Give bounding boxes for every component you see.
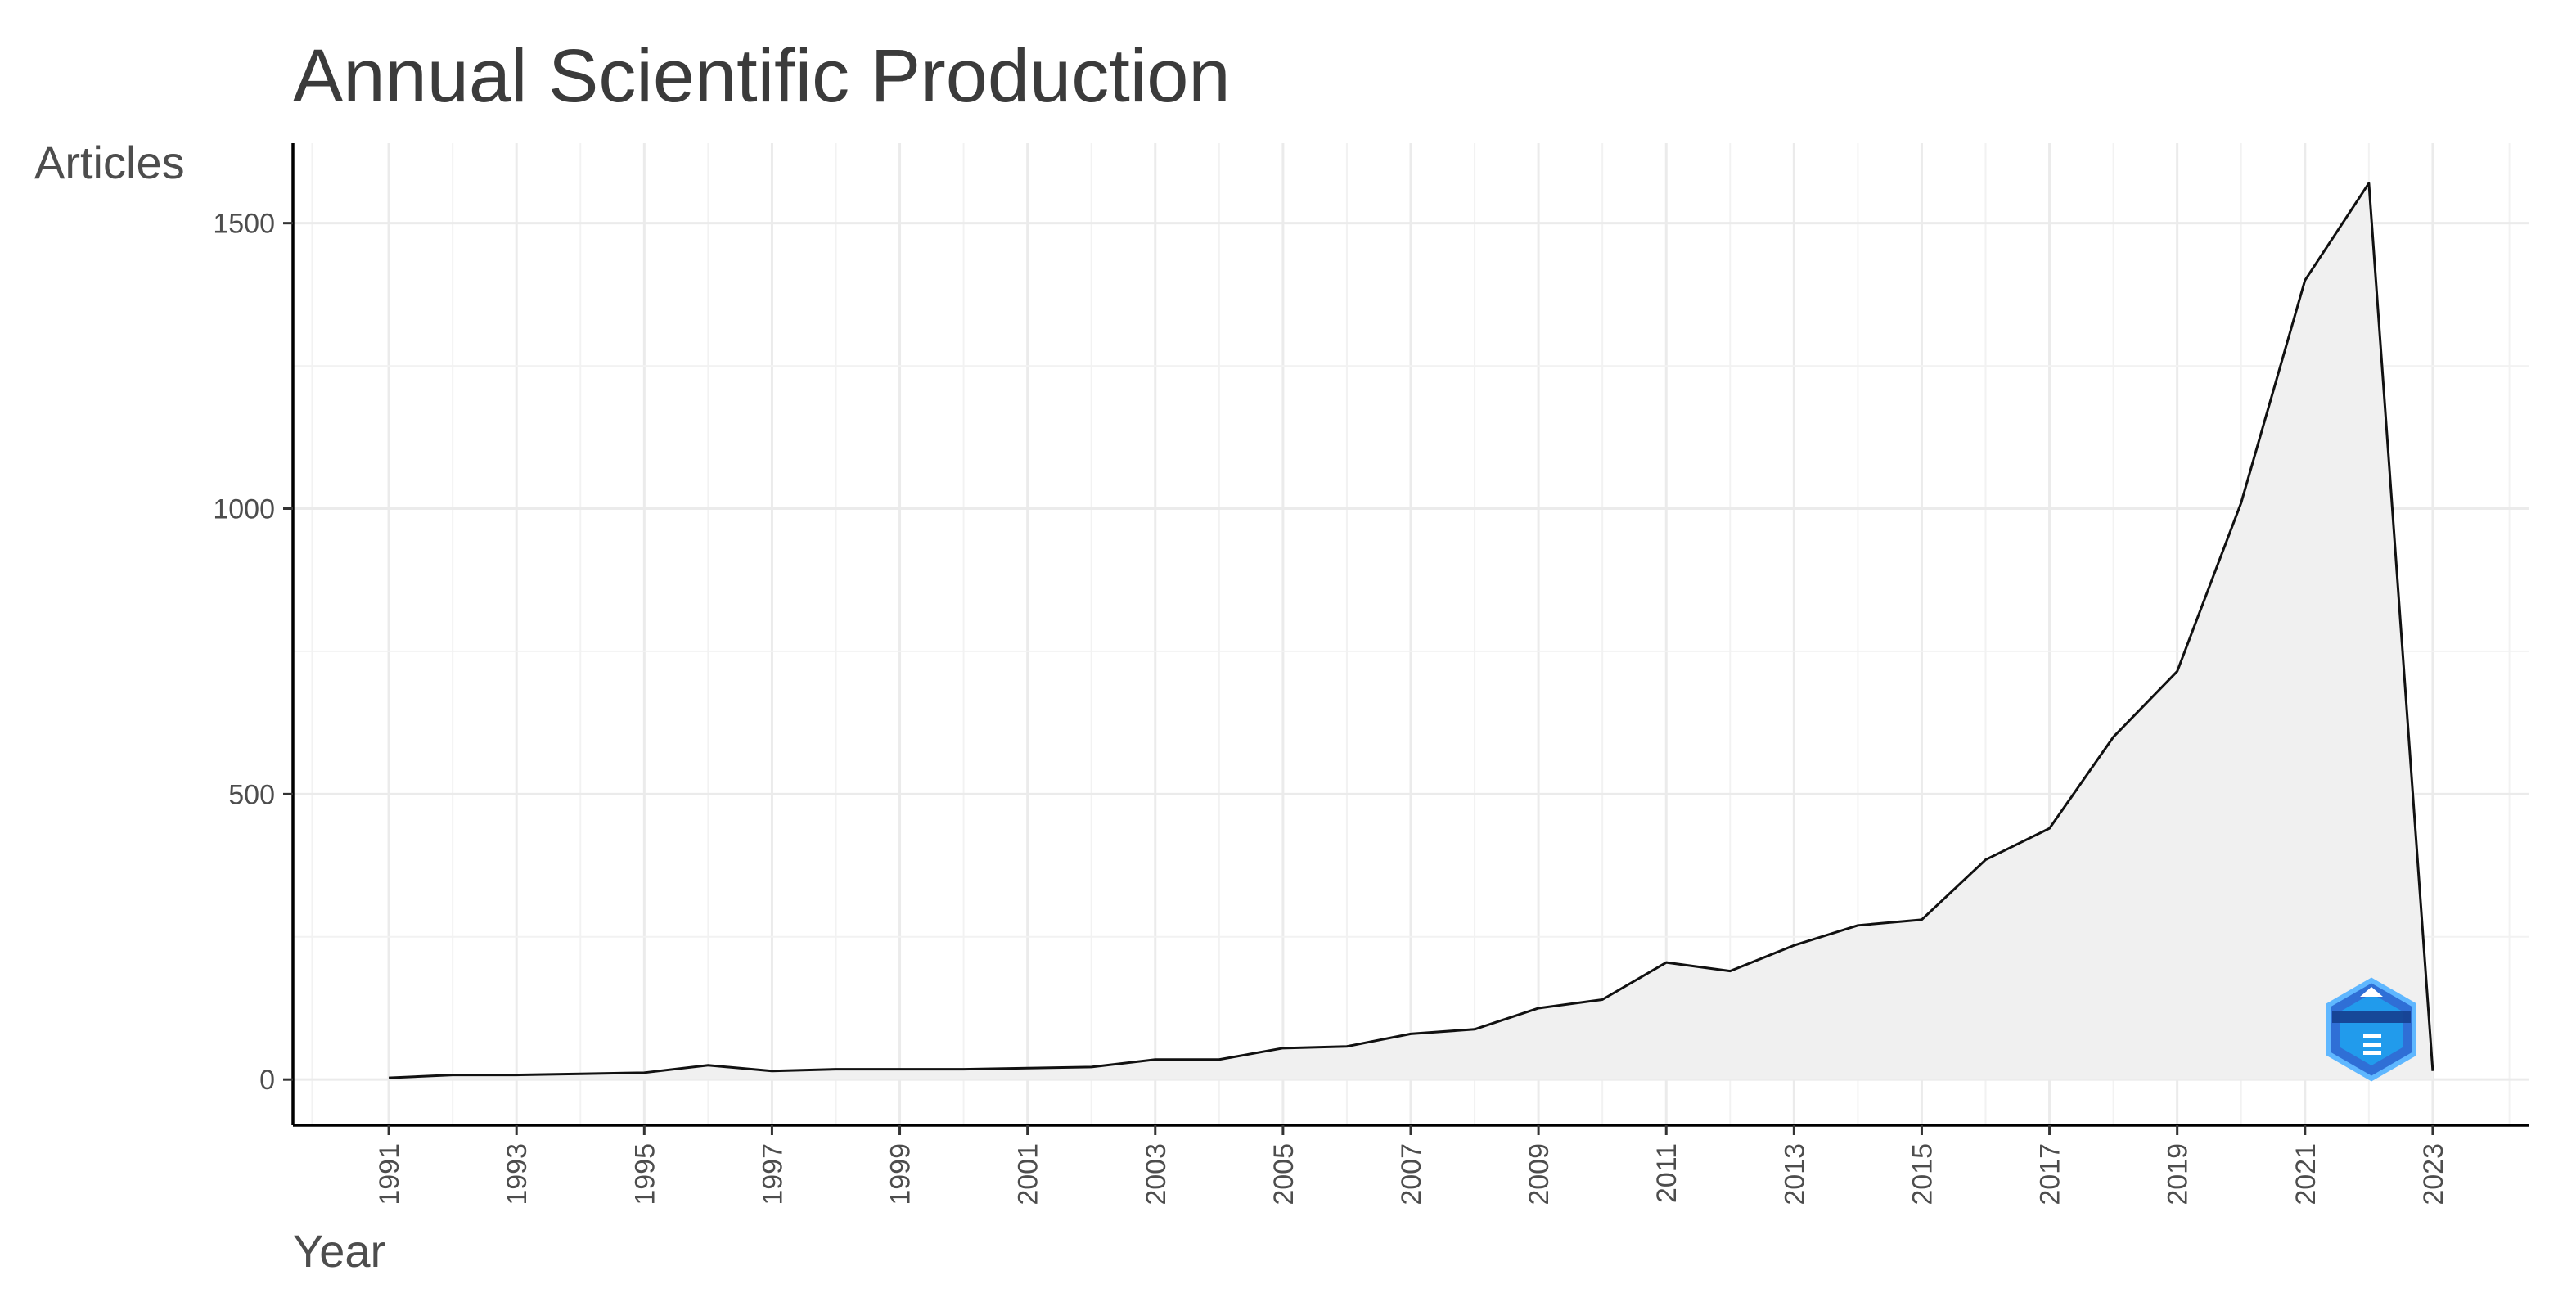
- x-tick-label: 1993: [502, 1143, 533, 1205]
- y-tick-label: 1500: [213, 209, 275, 240]
- y-axis-title: Articles: [34, 137, 185, 188]
- chart-title: Annual Scientific Production: [293, 34, 1231, 118]
- x-tick-label: 2013: [1779, 1143, 1810, 1205]
- bibliometrix-logo: [2326, 977, 2416, 1082]
- y-tick-labels: 0 500 1000 1500: [213, 209, 275, 1097]
- x-tick-label: 2003: [1141, 1143, 1172, 1205]
- series-line: [389, 182, 2434, 1079]
- x-tick-label: 1991: [374, 1143, 405, 1205]
- x-tick-label: 2019: [2163, 1143, 2194, 1205]
- y-tick-label: 500: [228, 779, 275, 810]
- line-layer: [389, 182, 2434, 1079]
- x-tick-label: 2009: [1524, 1143, 1555, 1205]
- x-tick-label: 2017: [2035, 1143, 2066, 1205]
- x-tick-label: 2021: [2290, 1143, 2322, 1205]
- x-tick-label: 2023: [2418, 1143, 2449, 1205]
- x-tick-label: 1997: [757, 1143, 788, 1205]
- x-tick-label: 1995: [629, 1143, 660, 1205]
- area-layer: [389, 182, 2433, 1080]
- series-area: [389, 182, 2433, 1080]
- x-tick-label: 2005: [1268, 1143, 1299, 1205]
- x-tick-label: 2007: [1396, 1143, 1427, 1205]
- x-tick-label: 2011: [1651, 1143, 1682, 1203]
- x-axis-title: Year: [293, 1225, 385, 1277]
- x-tick-label: 2015: [1907, 1143, 1938, 1205]
- x-tick-label: 2001: [1013, 1143, 1044, 1205]
- axes: [283, 143, 2529, 1135]
- x-tick-label: 1999: [885, 1143, 916, 1205]
- y-tick-label: 0: [259, 1065, 275, 1096]
- y-tick-label: 1000: [213, 494, 275, 525]
- x-tick-labels: 1991 1993 1995 1997 1999 2001 2003 2005 2007 2009…: [374, 1143, 2449, 1205]
